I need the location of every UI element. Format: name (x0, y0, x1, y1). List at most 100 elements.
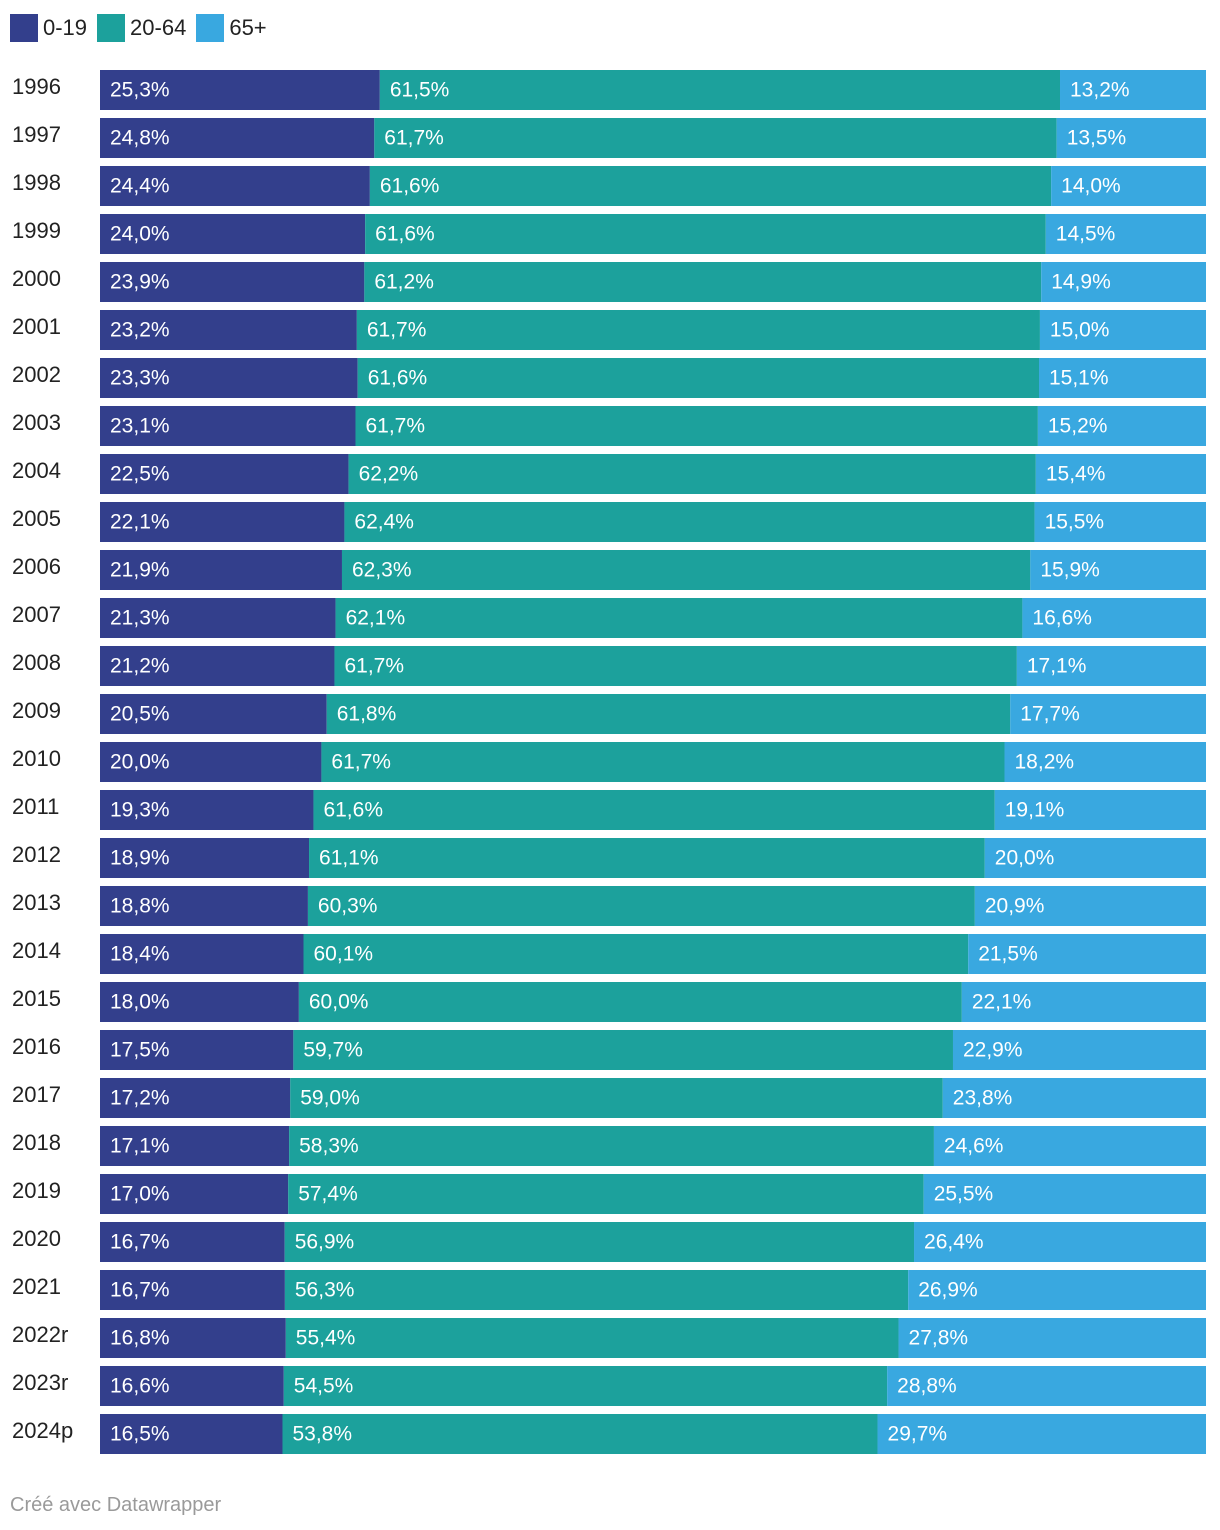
y-tick-label: 2020 (12, 1226, 61, 1251)
bar-row-2002: 2002 23,3% 61,6% 15,1% (12, 358, 1206, 398)
stacked-bar-chart: 1996 25,3% 61,5% 13,2%1997 24,8% 61,7% 13,5%19… (12, 70, 1206, 1454)
data-label: 56,9% (295, 1231, 355, 1254)
bar-segment-65-plus (1016, 646, 1206, 686)
data-label: 18,4% (110, 943, 170, 966)
data-label: 29,7% (888, 1423, 948, 1446)
data-label: 16,6% (1032, 607, 1092, 630)
bar-row-1998: 1998 24,4% 61,6% 14,0% (12, 166, 1206, 206)
bar-segment-20-64 (357, 358, 1039, 398)
bar-segment-20-64 (379, 70, 1061, 110)
bar-row-1996: 1996 25,3% 61,5% 13,2% (12, 70, 1206, 110)
data-label: 22,9% (963, 1039, 1023, 1062)
bar-segment-0-19 (100, 1030, 294, 1070)
data-label: 60,0% (309, 991, 369, 1014)
y-tick-label: 2017 (12, 1082, 61, 1107)
y-tick-label: 2000 (12, 266, 61, 291)
data-label: 17,0% (110, 1183, 170, 1206)
data-label: 58,3% (299, 1135, 359, 1158)
y-tick-label: 2010 (12, 746, 61, 771)
bar-segment-20-64 (334, 646, 1017, 686)
legend-swatch-0-19 (10, 14, 38, 42)
data-label: 18,2% (1015, 751, 1075, 774)
bar-row-2020: 2020 16,7% 56,9% 26,4% (12, 1222, 1206, 1262)
bar-row-2024p: 2024p 16,5% 53,8% 29,7% (12, 1414, 1206, 1454)
bar-segment-65-plus (942, 1078, 1206, 1118)
y-tick-label: 2006 (12, 554, 61, 579)
data-label: 24,4% (110, 175, 170, 198)
bar-segment-65-plus (961, 982, 1206, 1022)
bar-row-2006: 2006 21,9% 62,3% 15,9% (12, 550, 1206, 590)
data-label: 14,9% (1051, 271, 1111, 294)
y-tick-label: 2008 (12, 650, 61, 675)
bar-segment-20-64 (309, 838, 985, 878)
bar-segment-0-19 (100, 358, 358, 398)
data-label: 62,1% (346, 607, 406, 630)
data-label: 17,5% (110, 1039, 170, 1062)
bar-segment-65-plus (1056, 118, 1206, 158)
bar-segment-20-64 (288, 1174, 924, 1214)
bar-segment-0-19 (100, 598, 336, 638)
bar-segment-20-64 (348, 454, 1036, 494)
y-tick-label: 2019 (12, 1178, 61, 1203)
bar-segment-20-64 (282, 1414, 878, 1454)
bar-segment-0-19 (100, 166, 370, 206)
bar-segment-20-64 (303, 934, 969, 974)
data-label: 23,3% (110, 367, 170, 390)
data-label: 20,0% (995, 847, 1055, 870)
bar-segment-0-19 (100, 454, 349, 494)
bar-row-2022r: 2022r 16,8% 55,4% 27,8% (12, 1318, 1206, 1358)
bar-segment-20-64 (355, 406, 1038, 446)
bar-row-1999: 1999 24,0% 61,6% 14,5% (12, 214, 1206, 254)
legend-label-65-plus: 65+ (229, 15, 267, 40)
bar-segment-20-64 (313, 790, 995, 830)
bar-segment-20-64 (284, 1222, 915, 1262)
data-label: 54,5% (294, 1375, 354, 1398)
bar-row-2018: 2018 17,1% 58,3% 24,6% (12, 1126, 1206, 1166)
bar-row-1997: 1997 24,8% 61,7% 13,5% (12, 118, 1206, 158)
bar-segment-20-64 (285, 1318, 899, 1358)
bar-segment-20-64 (326, 694, 1011, 734)
bar-segment-20-64 (289, 1126, 934, 1166)
bar-segment-0-19 (100, 310, 357, 350)
bar-row-2014: 2014 18,4% 60,1% 21,5% (12, 934, 1206, 974)
bar-segment-65-plus (1010, 694, 1206, 734)
data-label: 16,5% (110, 1423, 170, 1446)
y-tick-label: 2023r (12, 1370, 68, 1395)
legend-item-0-19: 0-19 (10, 14, 87, 42)
bar-segment-65-plus (1035, 454, 1206, 494)
bar-segment-65-plus (1060, 70, 1206, 110)
data-label: 18,0% (110, 991, 170, 1014)
y-tick-label: 1997 (12, 122, 61, 147)
bar-segment-20-64 (321, 742, 1005, 782)
bar-segment-20-64 (298, 982, 962, 1022)
bar-segment-65-plus (968, 934, 1206, 974)
y-tick-label: 2001 (12, 314, 61, 339)
data-label: 15,2% (1048, 415, 1108, 438)
data-label: 14,5% (1056, 223, 1116, 246)
data-label: 25,5% (934, 1183, 994, 1206)
bar-segment-0-19 (100, 1078, 291, 1118)
legend-item-65-plus: 65+ (196, 14, 267, 42)
bar-segment-0-19 (100, 694, 327, 734)
data-label: 61,7% (344, 655, 404, 678)
bar-row-2012: 2012 18,9% 61,1% 20,0% (12, 838, 1206, 878)
data-label: 18,8% (110, 895, 170, 918)
bar-row-2004: 2004 22,5% 62,2% 15,4% (12, 454, 1206, 494)
bar-segment-0-19 (100, 646, 335, 686)
bar-row-2019: 2019 17,0% 57,4% 25,5% (12, 1174, 1206, 1214)
bar-row-2016: 2016 17,5% 59,7% 22,9% (12, 1030, 1206, 1070)
bar-segment-65-plus (974, 886, 1206, 926)
bar-segment-20-64 (307, 886, 975, 926)
data-label: 22,1% (972, 991, 1032, 1014)
data-label: 15,9% (1040, 559, 1100, 582)
bar-row-2008: 2008 21,2% 61,7% 17,1% (12, 646, 1206, 686)
y-tick-label: 2004 (12, 458, 61, 483)
data-label: 16,7% (110, 1231, 170, 1254)
data-label: 26,9% (918, 1279, 978, 1302)
bar-segment-20-64 (374, 118, 1057, 158)
data-label: 19,1% (1005, 799, 1065, 822)
data-label: 13,5% (1067, 127, 1127, 150)
data-label: 17,1% (1027, 655, 1087, 678)
y-tick-label: 2014 (12, 938, 61, 963)
bar-segment-0-19 (100, 118, 375, 158)
